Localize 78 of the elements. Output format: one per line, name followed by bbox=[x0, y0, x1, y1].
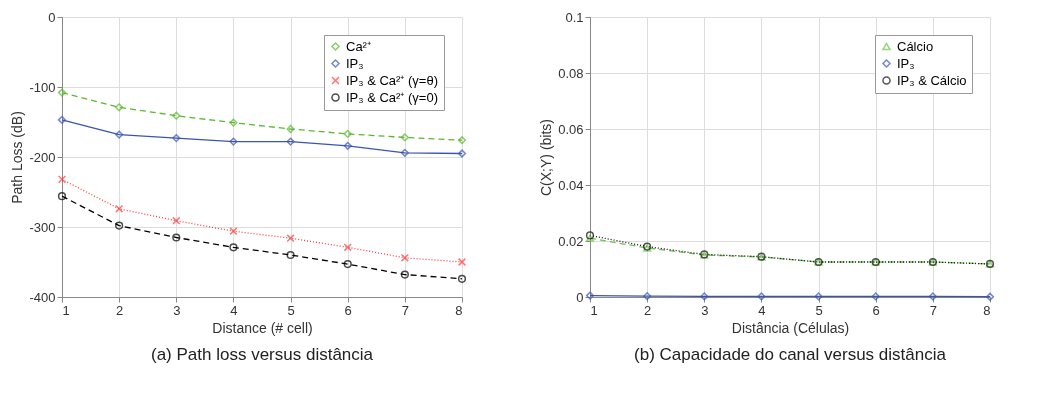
point bbox=[229, 227, 238, 236]
point bbox=[172, 233, 181, 242]
point bbox=[57, 175, 67, 184]
x-axis-title: Distance (# cell) bbox=[212, 319, 313, 336]
x-tick-label: 1 bbox=[62, 302, 70, 318]
x-tick-label: 7 bbox=[929, 302, 937, 318]
x-tick-label: 2 bbox=[116, 302, 124, 318]
point bbox=[172, 216, 181, 225]
point bbox=[57, 115, 67, 124]
x-tick-label: 2 bbox=[644, 302, 652, 318]
x-tick-label: 6 bbox=[344, 302, 352, 318]
point bbox=[400, 270, 409, 279]
y-tick-label: 0.06 bbox=[558, 121, 584, 137]
point bbox=[457, 149, 467, 158]
point bbox=[457, 274, 467, 283]
point bbox=[57, 192, 67, 201]
point bbox=[400, 133, 409, 142]
point bbox=[643, 292, 652, 301]
y-axis-title: Path Loss (dB) bbox=[9, 111, 26, 204]
point bbox=[172, 111, 181, 120]
x-tick-label: 3 bbox=[173, 302, 181, 318]
point bbox=[286, 137, 295, 146]
point bbox=[457, 257, 467, 267]
legend-label: IP₃ & Cálcio bbox=[897, 72, 967, 88]
x-tick-label: 7 bbox=[401, 302, 409, 318]
point bbox=[814, 292, 823, 301]
point bbox=[757, 292, 766, 301]
point bbox=[343, 141, 352, 150]
y-axis-title: C(X;Y) (bits) bbox=[538, 119, 555, 196]
x-axis-title: Distância (Células) bbox=[731, 319, 850, 336]
text: (b) Capacidade do canal versus distância bbox=[634, 345, 947, 364]
point bbox=[115, 130, 124, 139]
point bbox=[229, 243, 238, 252]
y-tick-label: -100 bbox=[29, 79, 56, 95]
point bbox=[115, 221, 124, 230]
point bbox=[871, 292, 880, 301]
point bbox=[400, 148, 409, 157]
point bbox=[343, 260, 352, 269]
text: (a) Path loss versus distância bbox=[150, 345, 374, 364]
point bbox=[343, 129, 352, 138]
y-tick-label: 0.08 bbox=[558, 65, 584, 81]
x-tick-label: 4 bbox=[230, 302, 238, 318]
point bbox=[700, 292, 709, 301]
point bbox=[229, 137, 238, 146]
x-tick-label: 1 bbox=[590, 302, 598, 318]
y-tick-label: -300 bbox=[29, 219, 56, 235]
y-tick-label: 0.1 bbox=[565, 9, 584, 25]
point bbox=[343, 243, 352, 252]
x-tick-label: 4 bbox=[758, 302, 766, 318]
point bbox=[286, 124, 295, 134]
y-tick-label: 0.04 bbox=[558, 177, 584, 193]
legend-label: Cálcio bbox=[897, 38, 934, 54]
y-tick-label: -400 bbox=[29, 289, 56, 305]
x-tick-label: 5 bbox=[287, 302, 295, 318]
legend-label: IP₃ & Ca²⁺ (γ=0) bbox=[346, 89, 439, 105]
legend-label: Ca²⁺ bbox=[346, 38, 371, 54]
y-tick-label: 0.02 bbox=[558, 233, 584, 249]
legend-label: IP₃ & Ca²⁺ (γ=θ) bbox=[346, 72, 439, 88]
point bbox=[57, 88, 67, 97]
point bbox=[400, 253, 409, 262]
point bbox=[457, 136, 467, 145]
x-tick-label: 6 bbox=[872, 302, 880, 318]
point bbox=[172, 134, 181, 143]
legend-label: IP₃ bbox=[897, 55, 915, 71]
x-tick-label: 8 bbox=[983, 302, 991, 318]
x-tick-label: 5 bbox=[815, 302, 823, 318]
point bbox=[928, 292, 937, 301]
y-tick-label: 0 bbox=[576, 289, 584, 305]
y-tick-label: -200 bbox=[29, 149, 56, 165]
point bbox=[115, 103, 124, 112]
y-tick-label: 0 bbox=[48, 9, 56, 25]
x-tick-label: 8 bbox=[455, 302, 463, 318]
point bbox=[229, 118, 238, 127]
x-tick-label: 3 bbox=[701, 302, 709, 318]
point bbox=[286, 234, 295, 243]
point bbox=[115, 204, 124, 213]
point bbox=[286, 250, 295, 260]
legend-label: IP₃ bbox=[346, 55, 364, 71]
